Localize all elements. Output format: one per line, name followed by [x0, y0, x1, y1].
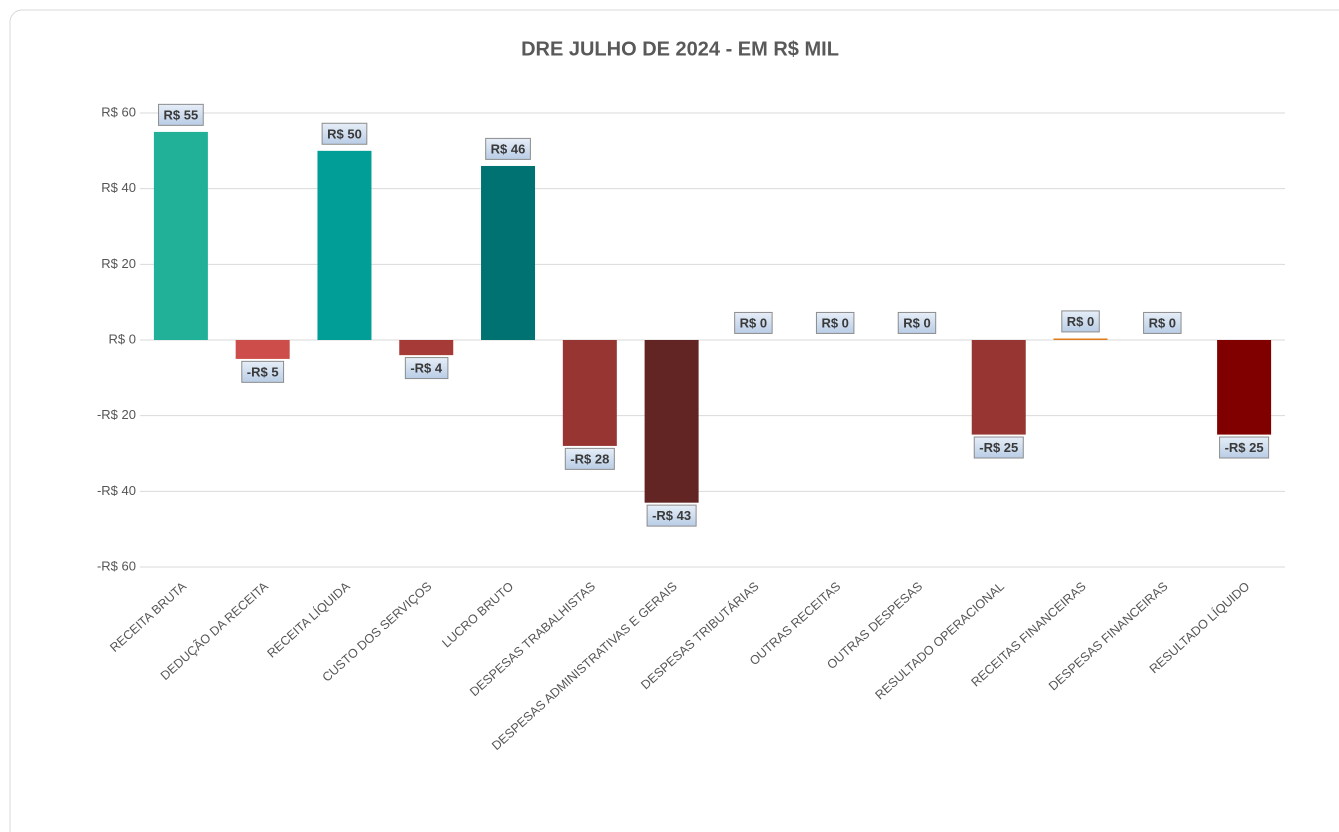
value-label-text: -R$ 5 — [247, 364, 279, 379]
bar — [1053, 338, 1108, 340]
y-tick-label: R$ 20 — [101, 256, 136, 271]
value-label-text: -R$ 25 — [979, 440, 1018, 455]
value-label: -R$ 43 — [646, 504, 697, 527]
bar — [317, 150, 372, 340]
value-label-text: R$ 0 — [1149, 315, 1176, 330]
bar — [562, 340, 617, 446]
value-label-box — [158, 103, 204, 126]
value-label: R$ 0 — [734, 311, 773, 334]
y-tick-label: -R$ 20 — [97, 407, 136, 422]
value-label: R$ 0 — [1061, 310, 1100, 333]
value-label-text: -R$ 43 — [652, 508, 691, 523]
chart-title: DRE JULHO DE 2024 - EM R$ MIL — [521, 38, 839, 60]
value-label-text: R$ 0 — [1067, 314, 1094, 329]
value-label-text: R$ 55 — [164, 107, 199, 122]
bar — [481, 165, 536, 340]
value-label-text: R$ 50 — [327, 126, 362, 141]
value-label: -R$ 5 — [241, 360, 285, 383]
value-label-text: R$ 0 — [821, 315, 848, 330]
value-label-text: R$ 0 — [740, 315, 767, 330]
value-label-text: R$ 0 — [903, 315, 930, 330]
value-label-box — [564, 447, 615, 470]
value-label-text: R$ 46 — [491, 141, 526, 156]
value-label-box — [404, 357, 449, 380]
bar — [644, 340, 699, 503]
bar — [235, 340, 290, 359]
y-tick-label: -R$ 40 — [97, 483, 136, 498]
y-tick-label: R$ 40 — [101, 180, 136, 195]
value-label: -R$ 4 — [404, 357, 449, 380]
value-label: -R$ 25 — [1219, 436, 1270, 459]
value-label: -R$ 28 — [564, 447, 615, 470]
value-label-box — [485, 137, 531, 160]
value-label-box — [646, 504, 697, 527]
value-label: R$ 55 — [158, 103, 204, 126]
value-label: R$ 46 — [485, 137, 531, 160]
value-label-box — [1143, 311, 1182, 334]
y-tick-label: R$ 60 — [101, 104, 136, 119]
value-label-text: -R$ 28 — [570, 451, 609, 466]
value-label-text: -R$ 4 — [410, 361, 443, 376]
bar — [399, 340, 454, 356]
bar — [153, 131, 208, 340]
value-label: R$ 0 — [815, 311, 855, 334]
value-label: R$ 0 — [1143, 311, 1182, 334]
value-label-box — [241, 360, 285, 383]
value-label-box — [321, 122, 368, 145]
value-label-box — [1061, 310, 1100, 333]
value-label-box — [897, 311, 937, 334]
value-label: R$ 50 — [321, 122, 368, 145]
y-tick-label: R$ 0 — [109, 331, 136, 346]
bar — [1217, 340, 1272, 435]
value-label-box — [734, 311, 773, 334]
value-label: -R$ 25 — [973, 436, 1024, 459]
value-label-box — [1219, 436, 1270, 459]
value-label-box — [815, 311, 855, 334]
value-label: R$ 0 — [897, 311, 937, 334]
y-tick-label: -R$ 60 — [97, 558, 136, 573]
value-label-text: -R$ 25 — [1225, 440, 1264, 455]
value-label-box — [973, 436, 1024, 459]
bar — [971, 340, 1026, 435]
